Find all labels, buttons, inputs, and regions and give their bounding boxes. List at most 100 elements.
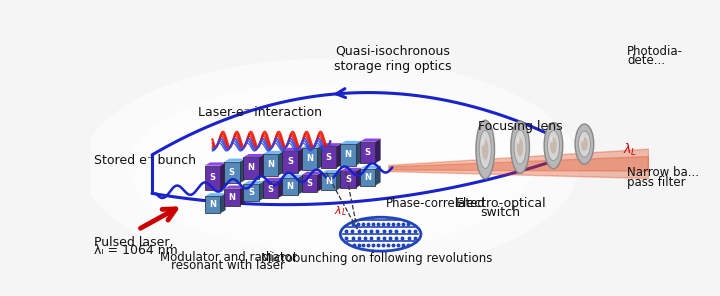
Text: $\lambda_L$: $\lambda_L$: [334, 204, 347, 218]
Text: N: N: [209, 200, 216, 210]
Text: Phase-correlated: Phase-correlated: [386, 197, 486, 210]
Text: $\lambda_L$: $\lambda_L$: [624, 141, 637, 157]
Polygon shape: [220, 163, 225, 190]
Text: N: N: [325, 177, 332, 186]
Text: Microbunching on following revolutions: Microbunching on following revolutions: [261, 252, 492, 265]
Text: S: S: [345, 175, 351, 184]
Text: N: N: [267, 160, 274, 169]
Text: Modulator and radiator: Modulator and radiator: [160, 251, 297, 264]
Text: S: S: [306, 179, 312, 188]
Bar: [341, 144, 356, 166]
Bar: [341, 171, 356, 188]
Polygon shape: [220, 193, 225, 213]
Text: S: S: [287, 157, 293, 166]
Polygon shape: [297, 175, 303, 195]
Text: dete...: dete...: [627, 54, 665, 67]
Bar: [204, 197, 220, 213]
Polygon shape: [336, 170, 342, 190]
Text: λₗ = 1064 nm: λₗ = 1064 nm: [94, 244, 178, 257]
Polygon shape: [356, 168, 361, 188]
Polygon shape: [321, 143, 342, 147]
Text: N: N: [287, 182, 294, 191]
Text: S: S: [229, 168, 235, 177]
Bar: [360, 142, 375, 163]
Ellipse shape: [578, 131, 590, 157]
Text: N: N: [306, 154, 312, 163]
Polygon shape: [243, 181, 264, 184]
Polygon shape: [282, 148, 303, 151]
Polygon shape: [302, 145, 323, 148]
Text: Focusing lens: Focusing lens: [478, 120, 562, 133]
Polygon shape: [360, 139, 381, 142]
Text: S: S: [364, 148, 371, 157]
Ellipse shape: [482, 139, 485, 146]
Bar: [204, 166, 220, 190]
Polygon shape: [263, 151, 284, 154]
Ellipse shape: [476, 120, 495, 179]
Bar: [263, 154, 279, 176]
Polygon shape: [240, 186, 245, 206]
Polygon shape: [356, 141, 361, 166]
Ellipse shape: [581, 136, 584, 141]
Polygon shape: [204, 193, 225, 197]
Polygon shape: [375, 139, 381, 163]
Polygon shape: [263, 178, 284, 181]
Ellipse shape: [175, 101, 485, 232]
Bar: [243, 157, 259, 179]
Ellipse shape: [517, 137, 520, 144]
Bar: [282, 151, 297, 173]
Text: Photodia-: Photodia-: [627, 45, 683, 58]
Polygon shape: [279, 151, 284, 176]
Ellipse shape: [550, 137, 553, 143]
Ellipse shape: [544, 123, 563, 169]
Bar: [321, 147, 336, 168]
Polygon shape: [204, 163, 225, 166]
Bar: [360, 169, 375, 186]
Polygon shape: [224, 159, 245, 162]
Text: S: S: [268, 185, 274, 194]
Bar: [224, 162, 240, 183]
Text: N: N: [364, 173, 371, 182]
Ellipse shape: [510, 121, 529, 173]
Polygon shape: [240, 159, 245, 183]
Polygon shape: [360, 165, 381, 169]
Polygon shape: [321, 170, 342, 173]
Text: Quasi-isochronous
storage ring optics: Quasi-isochronous storage ring optics: [333, 45, 451, 73]
Polygon shape: [341, 141, 361, 144]
Ellipse shape: [82, 59, 578, 274]
Polygon shape: [259, 181, 264, 201]
Text: Pulsed laser,: Pulsed laser,: [94, 236, 174, 249]
Ellipse shape: [341, 217, 421, 251]
Text: Laser-e⁻ interaction: Laser-e⁻ interaction: [199, 106, 323, 119]
Text: resonant with laser: resonant with laser: [171, 259, 285, 272]
Polygon shape: [302, 172, 323, 175]
Text: switch: switch: [481, 207, 521, 219]
Bar: [224, 189, 240, 206]
Bar: [321, 173, 336, 190]
Text: Stored e⁻ bunch: Stored e⁻ bunch: [94, 154, 196, 167]
Text: N: N: [345, 150, 351, 159]
Ellipse shape: [480, 131, 491, 168]
Ellipse shape: [547, 131, 559, 161]
Text: N: N: [228, 193, 235, 202]
Polygon shape: [317, 172, 323, 192]
Text: Electro-optical: Electro-optical: [456, 197, 546, 210]
Polygon shape: [375, 165, 381, 186]
Text: Narrow ba...: Narrow ba...: [627, 166, 699, 179]
Ellipse shape: [514, 130, 526, 164]
Text: S: S: [210, 173, 215, 182]
Polygon shape: [279, 178, 284, 198]
Bar: [243, 184, 259, 201]
Ellipse shape: [482, 139, 488, 160]
Text: N: N: [248, 163, 255, 173]
Polygon shape: [243, 154, 264, 157]
Polygon shape: [259, 154, 264, 179]
Polygon shape: [317, 145, 323, 170]
Ellipse shape: [550, 138, 557, 154]
Text: S: S: [248, 188, 254, 197]
Polygon shape: [224, 186, 245, 189]
Bar: [302, 148, 317, 170]
Ellipse shape: [581, 137, 588, 151]
Polygon shape: [341, 168, 361, 171]
Polygon shape: [297, 148, 303, 173]
